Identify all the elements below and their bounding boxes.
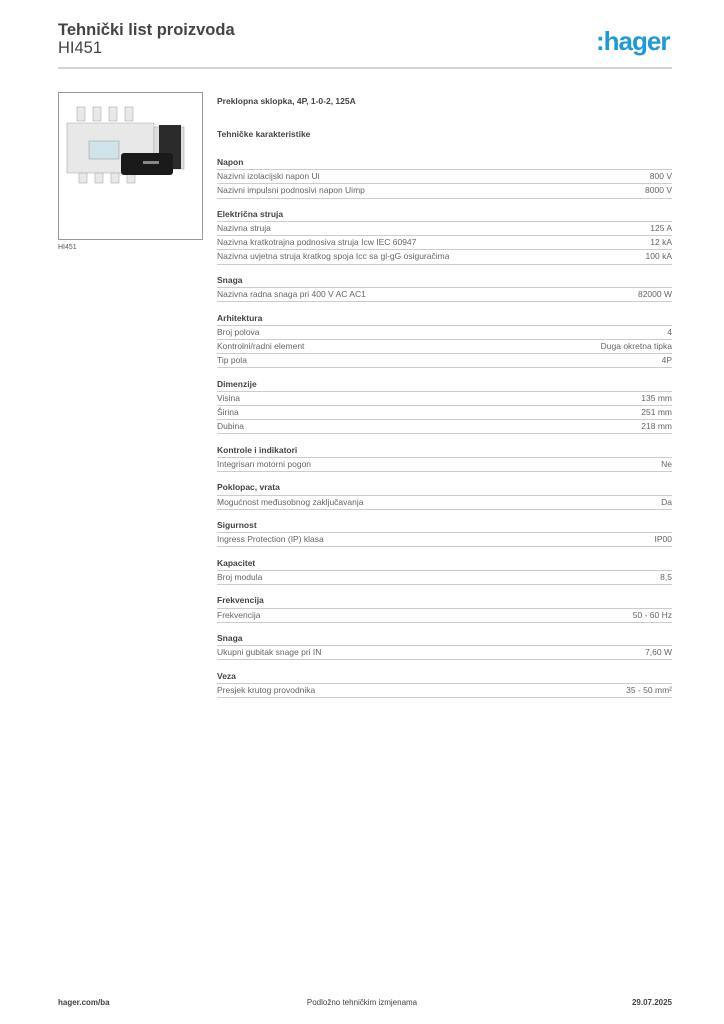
section-title: Snaga (217, 274, 672, 289)
spec-label: Dubina (217, 421, 244, 432)
spec-section: Arhitektura Broj polova 4 Kontrolni/radni e… (217, 312, 672, 369)
spec-row: Ukupni gubitak snage pri IN 7,60 W (217, 646, 672, 661)
spec-row: Frekvencija 50 - 60 Hz (217, 609, 672, 623)
spec-value: 8000 V (645, 185, 672, 196)
section-title: Napon (217, 156, 672, 171)
spec-section: Dimenzije Visina 135 mm Širina 251 mm Dubina 2… (217, 378, 672, 435)
spec-value: 125 A (650, 223, 672, 234)
spec-value: 4P (661, 355, 672, 366)
spec-label: Visina (217, 392, 240, 403)
spec-section: Veza Presjek krutog provodnika 35 - 50 mm² (217, 670, 672, 699)
footer-date: 29.07.2025 (631, 998, 672, 1007)
spec-value: 100 kA (645, 251, 672, 262)
spec-value: Da (661, 496, 672, 507)
spec-value: 50 - 60 Hz (632, 609, 672, 620)
spec-row: Kontrolni/radni element Duga okretna tipk… (217, 340, 672, 355)
spec-row: Presjek krutog provodnika 35 - 50 mm² (217, 684, 672, 699)
spec-row: Nazivni impulsni podnosivi napon Uimp 800… (217, 184, 672, 199)
spec-row: Ingress Protection (IP) klasa IP00 (217, 533, 673, 548)
spec-value: Duga okretna tipka (600, 340, 672, 351)
section-title: Arhitektura (217, 312, 672, 326)
spec-row: Integrisan motorni pogon Ne (217, 458, 672, 473)
section-title: Poklopac, vrata (217, 481, 672, 496)
spec-section: Snaga Nazivna radna snaga pri 400 V AC AC… (217, 274, 672, 303)
section-title: Sigurnost (217, 519, 672, 534)
spec-label: Nazivna radna snaga pri 400 V AC AC1 (217, 289, 366, 300)
spec-value: Ne (661, 458, 672, 469)
spec-row: Tip pola 4P (217, 354, 672, 369)
spec-label: Tip pola (217, 355, 247, 366)
product-name: Preklopna sklopka, 4P, 1-0-2, 125A (217, 96, 356, 106)
spec-label: Nazivna struja (217, 223, 271, 234)
section-title: Veza (217, 670, 672, 684)
spec-label: Nazivni impulsni podnosivi napon Uimp (217, 185, 365, 196)
section-title: Dimenzije (217, 378, 672, 392)
spec-row: Broj modula 8,5 (217, 571, 672, 586)
product-code: HI451 (58, 39, 103, 57)
spec-row: Broj polova 4 (217, 326, 672, 340)
page-title: Tehnički list proizvoda (58, 21, 235, 39)
spec-sections: Napon Nazivni izolacijski napon Ui 800 V Na… (217, 156, 673, 699)
footer-website[interactable]: hager.com/ba (58, 998, 110, 1007)
section-title: Snaga (217, 632, 672, 647)
spec-label: Presjek krutog provodnika (217, 684, 316, 695)
spec-value: 82000 W (637, 289, 672, 300)
spec-value: 7,60 W (645, 647, 672, 658)
spec-row: Visina 135 mm (217, 392, 672, 406)
spec-row: Nazivna struja 125 A (217, 222, 672, 237)
spec-row: Nazivni izolacijski napon Ui 800 V (217, 170, 672, 185)
spec-row: Mogućnost međusobnog zaključavanja Da (217, 496, 672, 510)
image-caption: HI451 (58, 244, 77, 251)
spec-row: Nazivna kratkotrajna podnosiva struja Ic… (217, 236, 672, 251)
spec-label: Mogućnost međusobnog zaključavanja (217, 496, 364, 507)
spec-section: Električna struja Nazivna struja 125 A Nazi… (217, 208, 672, 265)
spec-label: Nazivna kratkotrajna podnosiva struja Ic… (217, 237, 417, 248)
spec-value: 8,5 (660, 571, 672, 582)
footer-note: Podložno tehničkim izmjenama (306, 998, 418, 1007)
spec-label: Broj modula (217, 571, 263, 582)
spec-value: 4 (667, 326, 672, 337)
spec-label: Integrisan motorni pogon (217, 458, 312, 469)
spec-row: Dubina 218 mm (217, 420, 672, 435)
spec-section: Kapacitet Broj modula 8,5 (217, 557, 672, 586)
spec-column: Preklopna sklopka, 4P, 1-0-2, 125A Tehni… (217, 96, 673, 699)
spec-label: Kontrolni/radni element (217, 340, 305, 351)
spec-label: Ingress Protection (IP) klasa (217, 534, 324, 545)
spec-row: Nazivna uvjetna struja kratkog spoja Icc… (217, 250, 672, 265)
spec-label: Širina (217, 407, 239, 417)
spec-section: Snaga Ukupni gubitak snage pri IN 7,60 W (217, 632, 672, 661)
spec-section: Poklopac, vrata Mogućnost međusobnog zakl… (217, 481, 672, 510)
spec-value: IP00 (654, 534, 673, 545)
spec-value: 12 kA (650, 237, 672, 248)
specs-heading: Tehničke karakteristike (217, 129, 311, 139)
spec-row: Širina 251 mm (217, 406, 672, 421)
product-image (58, 92, 203, 240)
spec-value: 35 - 50 mm² (626, 684, 672, 695)
spec-section: Frekvencija Frekvencija 50 - 60 Hz (217, 594, 672, 623)
spec-row: Nazivna radna snaga pri 400 V AC AC1 8200… (217, 288, 672, 303)
spec-section: Napon Nazivni izolacijski napon Ui 800 V Na… (217, 156, 672, 199)
hager-logo: :hager (596, 26, 670, 56)
spec-label: Ukupni gubitak snage pri IN (217, 647, 322, 658)
section-title: Kontrole i indikatori (217, 444, 672, 458)
spec-value: 251 mm (641, 407, 672, 417)
spec-value: 135 mm (641, 392, 672, 403)
spec-label: Broj polova (217, 326, 260, 337)
header-divider (58, 67, 672, 69)
section-title: Električna struja (217, 208, 672, 223)
section-title: Kapacitet (217, 557, 672, 571)
spec-section: Sigurnost Ingress Protection (IP) klasa IP… (217, 519, 673, 548)
spec-value: 800 V (649, 171, 672, 182)
spec-label: Nazivna uvjetna struja kratkog spoja Icc… (217, 251, 450, 262)
spec-label: Frekvencija (217, 609, 261, 620)
spec-label: Nazivni izolacijski napon Ui (217, 171, 320, 182)
spec-value: 218 mm (641, 421, 672, 432)
spec-section: Kontrole i indikatori Integrisan motorni … (217, 444, 672, 473)
section-title: Frekvencija (217, 594, 672, 609)
